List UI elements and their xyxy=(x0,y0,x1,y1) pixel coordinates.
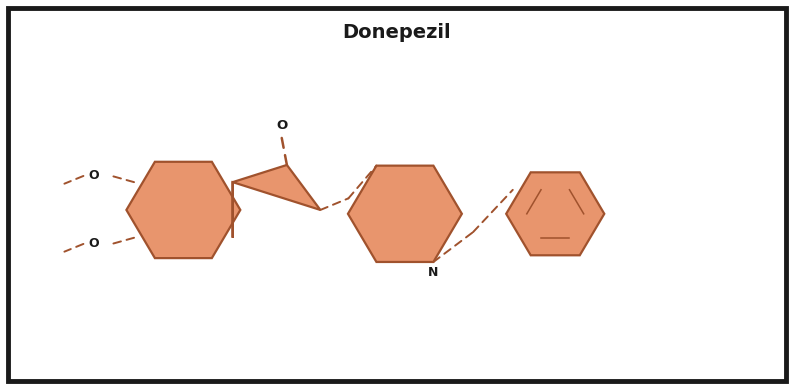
Text: O: O xyxy=(276,119,287,132)
Text: Donepezil: Donepezil xyxy=(343,23,451,42)
Polygon shape xyxy=(233,165,320,238)
Text: O: O xyxy=(88,169,99,182)
Polygon shape xyxy=(507,172,604,255)
Polygon shape xyxy=(348,166,462,262)
Polygon shape xyxy=(126,162,241,258)
Text: N: N xyxy=(428,266,438,279)
Text: O: O xyxy=(88,237,99,251)
